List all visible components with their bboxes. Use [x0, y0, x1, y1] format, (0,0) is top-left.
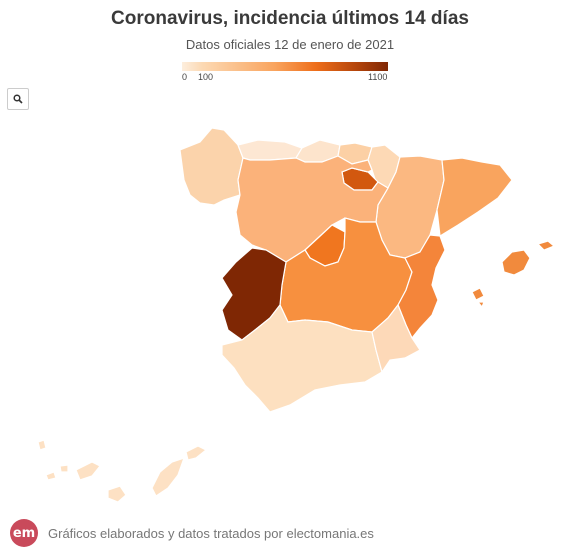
- region-baleares-menorca[interactable]: [536, 240, 556, 251]
- legend-gradient-bar: [182, 62, 388, 71]
- region-canarias-lanzarote[interactable]: [185, 445, 208, 461]
- region-baleares-formentera[interactable]: [476, 301, 485, 309]
- region-valenciana[interactable]: [397, 234, 446, 340]
- region-murcia[interactable]: [371, 303, 421, 374]
- region-baleares-mallorca[interactable]: [501, 249, 531, 276]
- electomania-logo: em: [10, 519, 38, 547]
- footer: em Gráficos elaborados y datos tratados …: [10, 517, 374, 549]
- region-canarias-el-hierro[interactable]: [45, 471, 57, 481]
- region-canarias-fuerteventura[interactable]: [151, 457, 185, 497]
- legend-mid-label: 100: [198, 72, 214, 82]
- region-baleares-ibiza[interactable]: [471, 287, 485, 301]
- legend-min-label: 0: [182, 72, 188, 82]
- region-castilla-y-leon[interactable]: [235, 155, 389, 263]
- region-galicia[interactable]: [179, 127, 244, 206]
- spain-map: [37, 127, 556, 503]
- footer-credit: Gráficos elaborados y datos tratados por…: [48, 525, 374, 541]
- region-canarias-la-gomera[interactable]: [59, 464, 69, 473]
- color-legend: 0 100 1100: [182, 62, 388, 82]
- search-icon: [13, 94, 23, 104]
- search-button[interactable]: [7, 88, 29, 110]
- region-canarias-la-palma[interactable]: [37, 439, 47, 451]
- region-canarias-gran-canaria[interactable]: [107, 485, 127, 503]
- page-title: Coronavirus, incidencia últimos 14 días: [111, 8, 469, 29]
- region-cataluna[interactable]: [436, 157, 513, 238]
- logo-text: em: [12, 525, 36, 541]
- legend-max-label: 1100: [368, 72, 388, 82]
- page-subtitle: Datos oficiales 12 de enero de 2021: [185, 37, 395, 52]
- region-asturias[interactable]: [237, 139, 303, 161]
- region-canarias-tenerife[interactable]: [75, 461, 101, 481]
